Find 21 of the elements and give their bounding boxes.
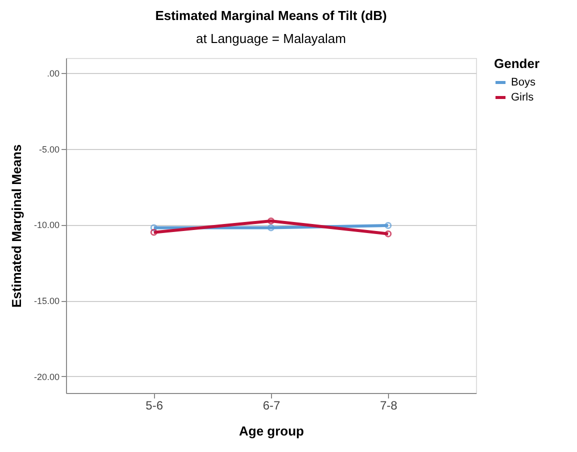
- y-tick-label: -15.00: [34, 296, 60, 306]
- legend-label: Boys: [511, 76, 536, 88]
- y-axis-title: Estimated Marginal Means: [8, 144, 24, 308]
- point: [384, 222, 392, 229]
- point: [150, 228, 158, 236]
- y-tick-label: -10.00: [34, 220, 60, 230]
- chart-title: Estimated Marginal Means of Tilt (dB): [155, 8, 387, 23]
- point: [268, 217, 274, 224]
- y-tick-label: -5.00: [38, 144, 60, 154]
- x-tick-label: 5-6: [146, 398, 164, 412]
- legend-title: Gender: [494, 56, 540, 71]
- y-tick-label: .00: [46, 68, 60, 79]
- x-axis-title: Age group: [239, 424, 304, 438]
- x-tick-label: 7-8: [380, 398, 398, 412]
- y-tick-label: -20.00: [34, 372, 60, 382]
- legend-label: Girls: [511, 92, 534, 104]
- point: [268, 224, 274, 232]
- chart-subtitle: at Language = Malayalam: [196, 31, 346, 46]
- point: [384, 230, 392, 238]
- point: [150, 224, 158, 232]
- x-tick-label: 6-7: [262, 398, 280, 412]
